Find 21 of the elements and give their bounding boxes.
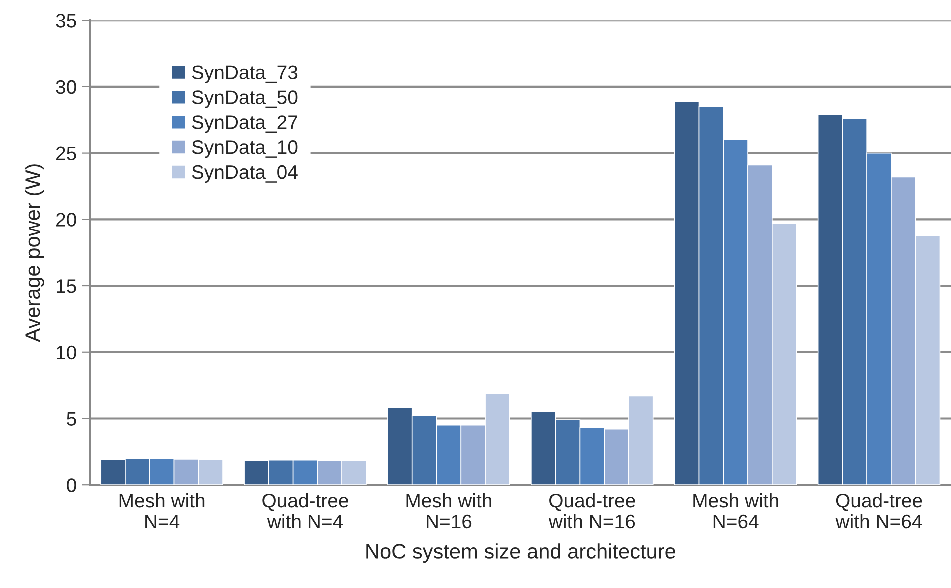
- y-tick-label: 25: [56, 146, 76, 161]
- x-tick-label: Quad-tree with N=64: [836, 493, 922, 529]
- y-tick-label: 15: [57, 280, 76, 294]
- legend-label: SynData_04: [192, 165, 298, 184]
- legend-label: SynData_50: [192, 90, 298, 108]
- x-tick-label: Mesh with N=64: [694, 493, 778, 529]
- y-tick-label: 10: [57, 346, 76, 360]
- legend-label: SynData_73: [192, 66, 298, 84]
- y-tick-label: 35: [56, 14, 76, 28]
- x-axis-title: NoC system size and architecture: [366, 544, 676, 564]
- y-tick-label: 5: [67, 412, 76, 426]
- y-tick-label: 30: [56, 80, 76, 94]
- y-tick-label: 20: [56, 213, 76, 227]
- y-axis-title: Average power (W): [24, 164, 44, 342]
- y-tick-label: 0: [67, 478, 76, 492]
- x-tick-label: Mesh with N=16: [406, 493, 492, 529]
- x-tick-label: Quad-tree with N=4: [262, 493, 348, 529]
- legend-label: SynData_27: [192, 116, 298, 134]
- legend-label: SynData_10: [192, 140, 298, 158]
- x-tick-label: Quad-tree with N=16: [548, 493, 636, 529]
- x-tick-label: Mesh with N=4: [120, 493, 205, 528]
